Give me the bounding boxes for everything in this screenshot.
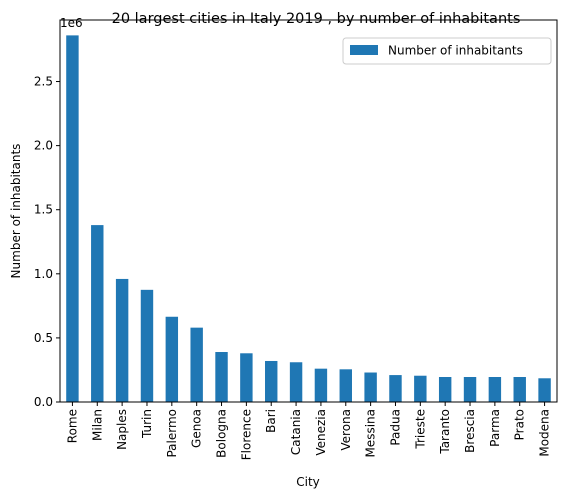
bar-palermo (165, 316, 179, 402)
bar-modena (538, 378, 551, 402)
x-tick-label: Catania (289, 409, 303, 455)
bar-bari (265, 360, 278, 402)
bar-genoa (190, 327, 203, 402)
x-tick-label: Florence (239, 409, 253, 460)
y-tick-label: 0.0 (34, 395, 53, 409)
x-tick-label: Parma (488, 409, 502, 447)
x-axis-label: City (296, 475, 320, 489)
legend-label: Number of inhabitants (388, 44, 523, 58)
x-tick-label: Brescia (463, 409, 477, 453)
bar-messina (364, 372, 377, 402)
plot-frame (59, 19, 558, 403)
x-tick-label: Messina (364, 409, 378, 458)
x-tick-label: Bologna (215, 409, 229, 458)
x-tick-label: Naples (115, 409, 129, 450)
legend-box (342, 37, 552, 65)
x-tick-label: Rome (65, 409, 79, 443)
x-tick-label: Prato (513, 409, 527, 440)
y-tick-label: 1.0 (34, 267, 53, 281)
bar-trieste (414, 375, 427, 402)
y-tick-label: 2.0 (34, 139, 53, 153)
x-tick-label: Trieste (413, 409, 427, 450)
x-tick-label: Milan (90, 409, 104, 441)
legend-swatch (350, 45, 378, 55)
x-tick-label: Palermo (165, 409, 179, 458)
bar-padua (389, 375, 402, 402)
x-tick-label: Turin (140, 409, 154, 439)
x-axis: Rome Milan Naples Turin Palermo Genoa Bologna F… (65, 402, 552, 460)
y-tick-label: 2.5 (34, 75, 53, 89)
x-tick-label: Verona (339, 409, 353, 451)
bar-naples (115, 278, 129, 402)
bar-milan (91, 225, 104, 402)
bar-taranto (438, 377, 452, 402)
chart-title: 20 largest cities in Italy 2019 , by num… (112, 11, 521, 27)
bars-group (66, 35, 551, 403)
y-axis: 0.0 0.5 1.0 1.5 2.0 2.5 (34, 75, 60, 409)
x-tick-label: Padua (388, 409, 402, 446)
bar-parma (488, 377, 502, 402)
x-tick-label: Venezia (314, 409, 328, 456)
y-axis-label: Number of inhabitants (9, 144, 23, 279)
bar-prato (513, 377, 526, 402)
x-tick-label: Taranto (438, 409, 452, 455)
bar-florence (240, 353, 253, 402)
bar-catania (289, 362, 303, 402)
bar-venezia (314, 368, 328, 402)
bar-turin (140, 289, 154, 402)
legend: Number of inhabitants (342, 37, 552, 65)
bar-verona (339, 369, 352, 402)
x-tick-label: Genoa (190, 409, 204, 448)
y-tick-label: 1.5 (34, 203, 53, 217)
bar-bologna (215, 352, 228, 402)
x-tick-label: Modena (538, 409, 552, 457)
y-offset-label: 1e6 (60, 16, 83, 30)
bar-rome (66, 35, 79, 403)
bar-brescia (463, 377, 477, 402)
x-tick-label: Bari (264, 409, 278, 433)
y-tick-label: 0.5 (34, 331, 53, 345)
